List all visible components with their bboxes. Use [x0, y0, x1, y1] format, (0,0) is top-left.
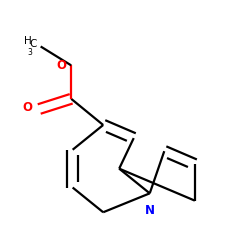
Text: H: H [24, 36, 32, 46]
Text: C: C [29, 38, 36, 48]
Text: 3: 3 [27, 48, 32, 57]
Text: O: O [22, 101, 32, 114]
Text: N: N [145, 204, 155, 216]
Text: O: O [57, 59, 67, 72]
